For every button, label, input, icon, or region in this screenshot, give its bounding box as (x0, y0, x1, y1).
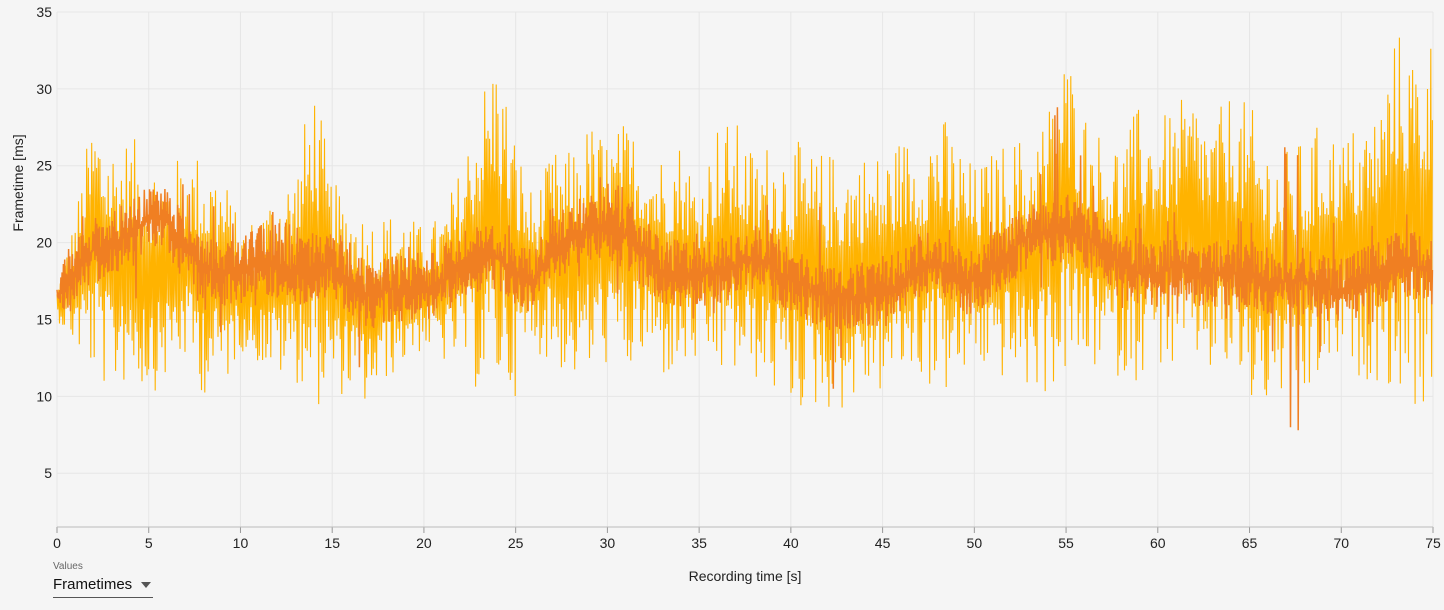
x-tick-label: 70 (1333, 535, 1349, 551)
y-tick-label: 35 (36, 4, 52, 20)
x-tick-label: 0 (53, 535, 61, 551)
chevron-down-icon (141, 581, 151, 588)
series-light-line (56, 37, 1433, 408)
x-tick-label: 60 (1150, 535, 1166, 551)
x-tick-label: 40 (783, 535, 799, 551)
x-tick-label: 75 (1425, 535, 1441, 551)
series-dark-line (56, 107, 1434, 431)
y-tick-label: 15 (36, 311, 52, 327)
values-control: Values Frametimes (53, 560, 153, 598)
y-tick-label: 5 (44, 465, 52, 481)
frametime-series-dark (56, 107, 1434, 431)
axis-ticks: 5 10 15 20 25 30 35 0 5 10 15 20 25 30 35 40 45 50 55 60 65 7… (36, 4, 1441, 551)
values-caption: Values (53, 561, 83, 572)
y-tick-label: 20 (36, 235, 52, 251)
x-axis-title: Recording time [s] (688, 568, 802, 584)
y-axis-title: Frametime [ms] (10, 134, 26, 231)
y-tick-label: 30 (36, 81, 52, 97)
x-tick-label: 35 (691, 535, 707, 551)
x-tick-label: 10 (233, 535, 249, 551)
y-tick-label: 10 (36, 388, 52, 404)
x-tick-label: 50 (967, 535, 983, 551)
frametime-chart: 5 10 15 20 25 30 35 0 5 10 15 20 25 30 35 40 45 50 55 60 65 7… (10, 4, 1441, 551)
values-selected: Frametimes (53, 576, 133, 593)
x-tick-label: 15 (324, 535, 340, 551)
values-dropdown[interactable]: Frametimes (53, 574, 153, 598)
x-tick-label: 30 (600, 535, 616, 551)
x-tick-label: 65 (1242, 535, 1258, 551)
x-tick-label: 5 (145, 535, 153, 551)
x-tick-label: 45 (875, 535, 891, 551)
frametime-series-light (56, 37, 1433, 408)
x-tick-label: 20 (416, 535, 432, 551)
x-tick-label: 25 (508, 535, 524, 551)
y-tick-label: 25 (36, 158, 52, 174)
x-tick-label: 55 (1058, 535, 1074, 551)
